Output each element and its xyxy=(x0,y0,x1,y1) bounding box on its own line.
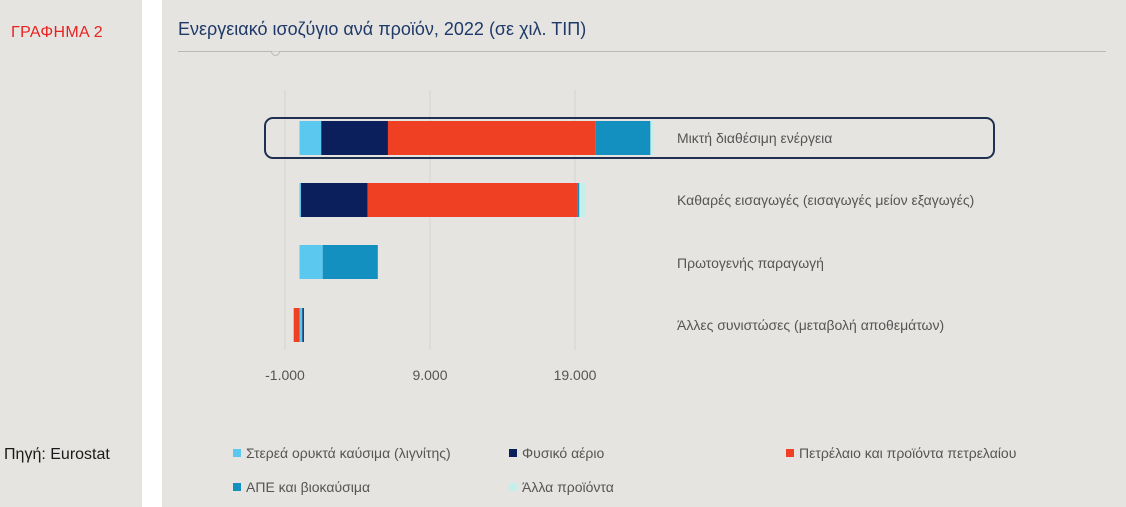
plot-area: -1.000 9.000 19.000 xyxy=(264,90,995,383)
bar-segment xyxy=(299,308,303,342)
category-label-gross-available: Μικτή διαθέσιμη ενέργεια xyxy=(677,130,833,146)
legend-swatch xyxy=(233,449,241,457)
bar-segment xyxy=(302,308,304,342)
legend-label: Πετρέλαιο και προϊόντα πετρελαίου xyxy=(799,445,1017,461)
legend-label: ΑΠΕ και βιοκαύσιμα xyxy=(246,479,371,495)
legend-item-renewables: ΑΠΕ και βιοκαύσιμα xyxy=(233,479,370,495)
legend-label: Φυσικό αέριο xyxy=(522,445,605,461)
legend-swatch xyxy=(509,483,517,491)
category-label-net-imports: Καθαρές εισαγωγές (εισαγωγές μείον εξαγω… xyxy=(677,192,975,208)
x-tick-label: 9.000 xyxy=(412,367,447,383)
bar-segment xyxy=(579,183,586,217)
category-label-primary-production: Πρωτογενής παραγωγή xyxy=(677,255,824,271)
legend-item-solid-fuels: Στερεά ορυκτά καύσιμα (λιγνίτης) xyxy=(233,445,451,461)
chart-panel: Ενεργειακό ισοζύγιο ανά προϊόν, 2022 (σε… xyxy=(162,0,1126,507)
bar-segment xyxy=(595,121,651,155)
legend-item-oil: Πετρέλαιο και προϊόντα πετρελαίου xyxy=(786,445,1016,461)
legend-item-natural-gas: Φυσικό αέριο xyxy=(509,445,604,461)
chart-title: Ενεργειακό ισοζύγιο ανά προϊόν, 2022 (σε… xyxy=(178,19,587,39)
legend-label: Άλλα προϊόντα xyxy=(522,479,614,495)
legend-label: Στερεά ορυκτά καύσιμα (λιγνίτης) xyxy=(246,445,451,461)
title-divider xyxy=(178,51,1106,52)
bar-segment xyxy=(322,245,378,279)
bar-segment xyxy=(299,245,323,279)
x-tick-label: -1.000 xyxy=(265,367,305,383)
left-sidebar: ΓΡΑΦΗΜΑ 2 Πηγή: Eurostat xyxy=(0,0,142,507)
column-gap xyxy=(142,0,162,507)
bar-segment xyxy=(367,183,578,217)
chart-number-label: ΓΡΑΦΗΜΑ 2 xyxy=(11,24,103,41)
bar-segment xyxy=(321,121,388,155)
legend-item-other-products: Άλλα προϊόντα xyxy=(509,479,614,495)
bar-segment xyxy=(387,121,596,155)
x-tick-label: 19.000 xyxy=(554,367,597,383)
bar-segment xyxy=(299,183,301,217)
highlight-box xyxy=(264,117,995,159)
legend-swatch xyxy=(509,449,517,457)
bar-segment xyxy=(650,121,654,155)
legend-swatch xyxy=(233,483,241,491)
legend-swatch xyxy=(786,449,794,457)
category-label-other-components: Άλλες συνιστώσες (μεταβολή αποθεμάτων) xyxy=(677,317,945,333)
bar-segment xyxy=(577,183,580,217)
bar-segment xyxy=(300,183,368,217)
bar-segment xyxy=(293,308,300,342)
source-note: Πηγή: Eurostat xyxy=(4,446,110,463)
bar-segment xyxy=(299,121,322,155)
